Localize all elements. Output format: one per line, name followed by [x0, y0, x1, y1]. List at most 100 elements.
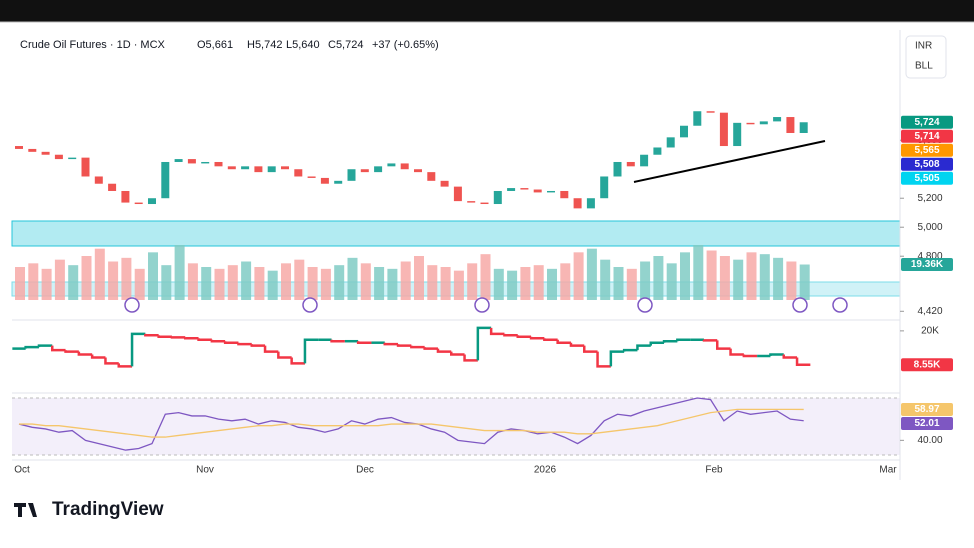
- candle-body: [15, 146, 23, 149]
- brand-name: TradingView: [52, 499, 164, 520]
- event-icon: [302, 297, 318, 313]
- event-icon: [637, 297, 653, 313]
- step-segment: [596, 351, 611, 368]
- top-bar: [0, 0, 974, 22]
- price-badge-label: 5,724: [914, 117, 939, 128]
- candle-body: [467, 201, 476, 203]
- candle-body: [453, 186, 462, 202]
- candle-body: [414, 169, 422, 173]
- volume-bar: [360, 263, 371, 300]
- volume-bar: [533, 265, 544, 300]
- price-badge: [901, 258, 953, 272]
- y-tick-label: 5,000: [917, 222, 942, 233]
- step-segment: [716, 340, 731, 350]
- step-segment: [104, 357, 119, 365]
- step-segment: [410, 345, 425, 349]
- event-icon: [474, 297, 490, 313]
- volume-bar: [307, 267, 318, 300]
- event-icon: [832, 297, 848, 313]
- y-tick-label: 4,420: [917, 306, 942, 317]
- volume-bar: [281, 263, 291, 300]
- step-segment: [503, 333, 518, 337]
- x-tick-label: Feb: [705, 465, 723, 476]
- volume-bar: [161, 265, 172, 300]
- price-badge-label: 8.55K: [914, 359, 941, 370]
- volume-bar: [733, 259, 744, 300]
- ohlc-label: +37 (+0.65%): [372, 39, 439, 51]
- step-segment: [436, 348, 452, 353]
- step-segment: [529, 336, 545, 340]
- candle-body: [374, 166, 383, 173]
- candle-body: [759, 121, 768, 125]
- x-tick-label: Oct: [14, 465, 30, 476]
- candle-body: [653, 147, 662, 155]
- step-segment: [516, 335, 532, 339]
- ohlc-label: H5,742: [247, 39, 282, 51]
- candle-body: [600, 176, 609, 199]
- candle-body: [134, 202, 143, 205]
- volume-bar: [134, 268, 145, 300]
- volume-bar: [693, 245, 704, 300]
- step-segment: [237, 342, 252, 346]
- price-badge-label: 5,714: [914, 131, 939, 142]
- volume-bar: [414, 256, 424, 300]
- volume-bar: [520, 267, 531, 300]
- step-segment: [117, 363, 133, 368]
- price-badge: [901, 143, 953, 157]
- y-tick-label: 4,800: [917, 251, 942, 262]
- x-tick-label: Nov: [196, 465, 214, 476]
- step-segment: [476, 326, 492, 361]
- currency-box[interactable]: [905, 35, 947, 79]
- candle-body: [547, 190, 555, 193]
- candle-body: [267, 166, 276, 173]
- candle-body: [94, 176, 103, 184]
- step-segment: [383, 342, 399, 346]
- candle-body: [520, 188, 529, 190]
- x-tick-label: 2026: [534, 465, 557, 476]
- chart-title: Crude Oil Futures · 1D · MCX: [20, 39, 166, 51]
- step-segment: [263, 345, 279, 353]
- y-tick-label: 5,200: [917, 193, 942, 204]
- volume-bar: [467, 263, 478, 300]
- candle-body: [161, 161, 170, 199]
- volume-bar: [573, 252, 584, 300]
- step-segment: [184, 337, 199, 340]
- candle-body: [28, 148, 37, 152]
- volume-bar: [640, 261, 651, 300]
- x-tick-label: Mar: [879, 465, 897, 476]
- step-segment: [197, 338, 212, 341]
- candle-body: [227, 166, 236, 170]
- step-segment: [782, 354, 798, 359]
- candle-body: [387, 163, 396, 167]
- candle-body: [427, 172, 436, 181]
- price-badge-label: 5,508: [914, 159, 939, 170]
- price-badge-label: 52.01: [914, 418, 939, 429]
- candle-body: [320, 177, 329, 184]
- candle-body: [108, 183, 117, 191]
- step-segment: [450, 351, 465, 356]
- candle-body: [799, 122, 808, 133]
- candle-body: [241, 166, 250, 170]
- volume-bar: [799, 264, 810, 300]
- volume-bar: [15, 267, 25, 300]
- candle-body: [81, 157, 90, 177]
- candle-body: [187, 159, 196, 164]
- volume-bar: [81, 256, 92, 300]
- candle-body: [54, 154, 63, 160]
- volume-bar: [706, 250, 717, 300]
- volume-bar: [427, 265, 438, 300]
- price-badge-label: 58.97: [914, 404, 939, 415]
- volume-bar: [148, 252, 158, 300]
- y-tick-label: 40.00: [917, 435, 942, 446]
- candle-body: [773, 117, 782, 122]
- volume-bar: [680, 252, 690, 300]
- step-segment: [489, 327, 505, 336]
- volume-bar: [746, 252, 757, 300]
- candle-body: [533, 189, 542, 193]
- step-segment: [636, 344, 651, 351]
- volume-bar: [174, 245, 185, 300]
- volume-bar: [227, 265, 238, 300]
- volume-bar: [586, 248, 597, 300]
- step-segment: [130, 332, 146, 367]
- volume-bar: [187, 263, 198, 300]
